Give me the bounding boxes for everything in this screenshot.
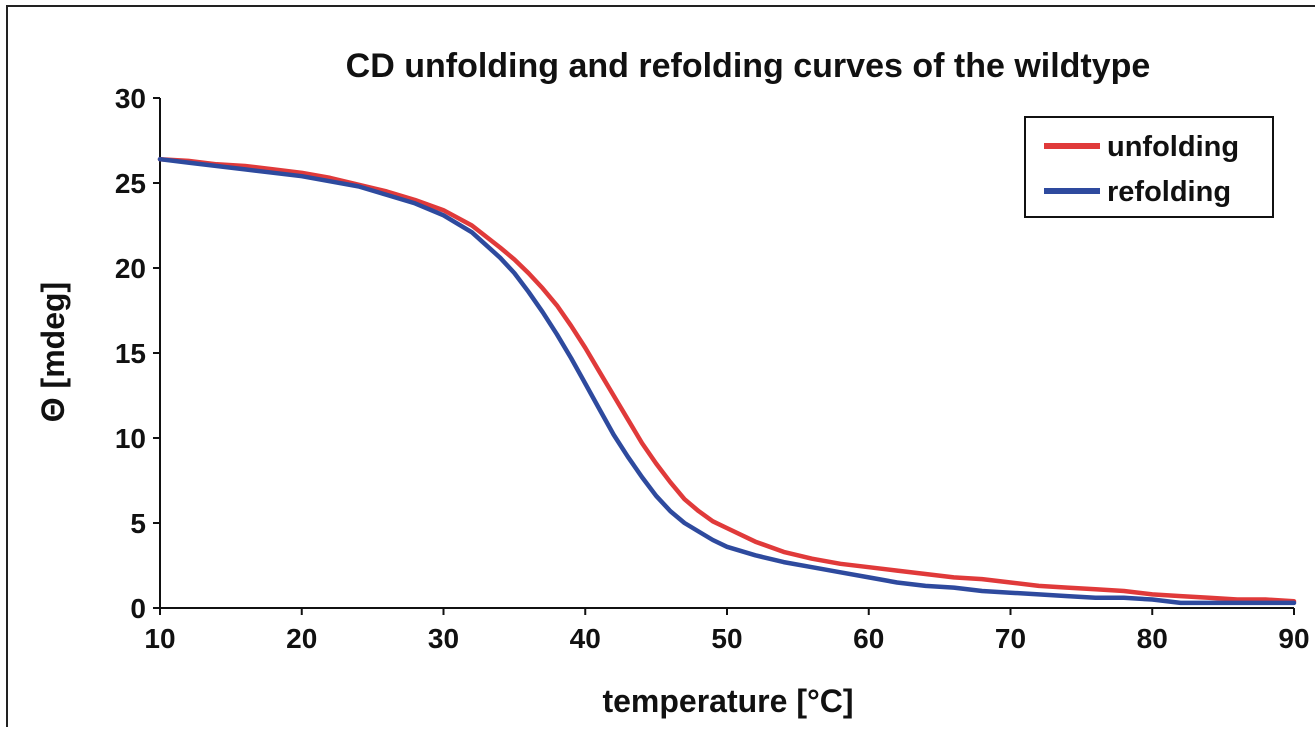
ticks: 0 5 10 15 20 25 30 10 20 30 40 50 60 70 80 90	[115, 83, 1310, 654]
legend: unfolding refolding	[1024, 116, 1274, 218]
x-tick-label: 90	[1278, 623, 1309, 654]
y-tick-label: 5	[130, 508, 146, 539]
y-tick-label: 25	[115, 168, 146, 199]
y-tick-label: 10	[115, 423, 146, 454]
y-tick-label: 20	[115, 253, 146, 284]
legend-box	[1024, 116, 1274, 218]
x-axis-label: temperature [°C]	[602, 683, 853, 719]
x-tick-label: 20	[286, 623, 317, 654]
x-tick-label: 60	[853, 623, 884, 654]
legend-label-refolding: refolding	[1107, 176, 1231, 208]
x-tick-label: 40	[570, 623, 601, 654]
y-tick-label: 30	[115, 83, 146, 114]
series-line-refolding	[157, 156, 1297, 606]
x-tick-label: 10	[144, 623, 175, 654]
y-axis-label: Θ [mdeg]	[35, 282, 71, 422]
y-tick-label: 0	[130, 593, 146, 624]
x-tick-label: 50	[711, 623, 742, 654]
series-line-unfolding	[157, 156, 1297, 604]
x-tick-label: 80	[1137, 623, 1168, 654]
line-chart: CD unfolding and refolding curves of the…	[35, 47, 1310, 719]
x-tick-label: 70	[995, 623, 1026, 654]
legend-label-unfolding: unfolding	[1107, 131, 1239, 163]
x-tick-label: 30	[428, 623, 459, 654]
chart-title: CD unfolding and refolding curves of the…	[346, 47, 1151, 85]
chart-frame: CD unfolding and refolding curves of the…	[6, 5, 1315, 727]
y-tick-label: 15	[115, 338, 146, 369]
series-lines	[157, 156, 1297, 606]
